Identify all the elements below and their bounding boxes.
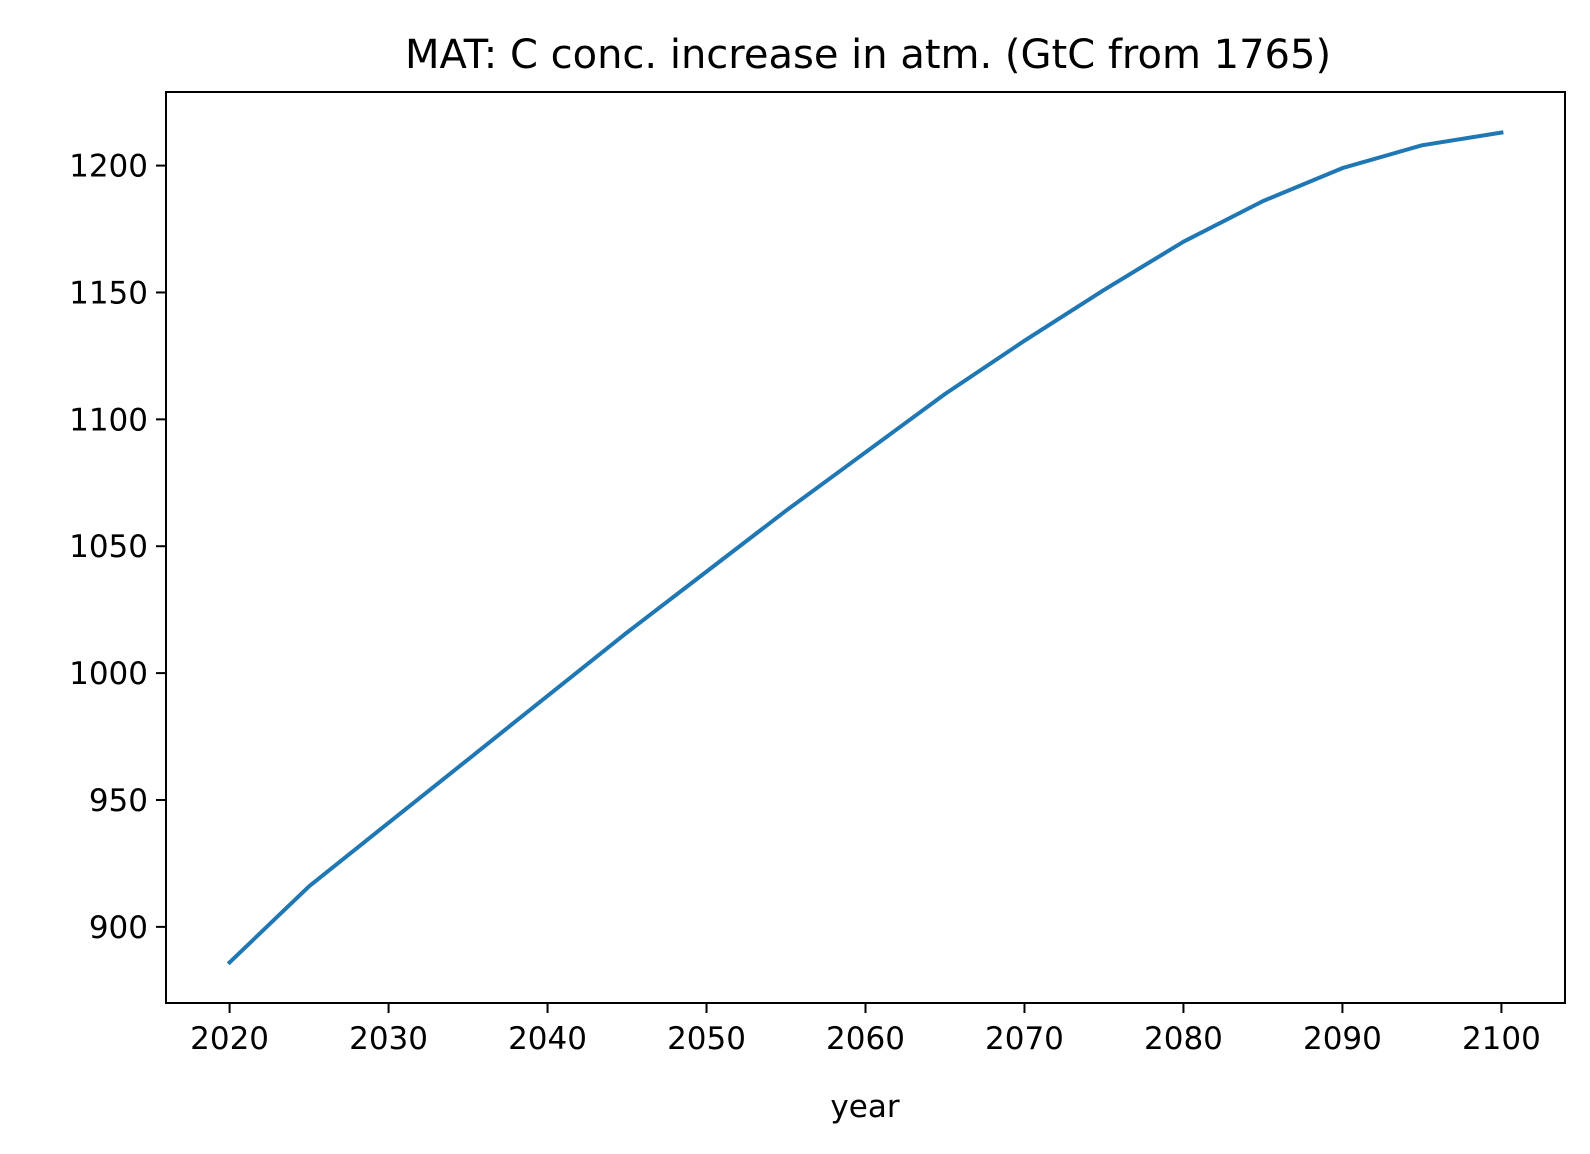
x-tick-label: 2050 [667, 1021, 746, 1057]
y-tick-label: 900 [89, 910, 148, 946]
axes-frame [165, 91, 1566, 1004]
y-axis: 900 950 1000 1050 1100 1150 1200 [69, 149, 166, 946]
chart-title: MAT: C conc. increase in atm. (GtC from … [405, 32, 1331, 78]
x-tick-label: 2070 [985, 1021, 1064, 1057]
x-tick-label: 2030 [349, 1021, 428, 1057]
y-tick-label: 1000 [69, 656, 148, 692]
y-tick-label: 1200 [69, 149, 148, 185]
x-tick-label: 2020 [190, 1021, 269, 1057]
x-tick-label: 2100 [1462, 1021, 1541, 1057]
x-tick-label: 2040 [508, 1021, 587, 1057]
series-line-0 [226, 130, 1504, 966]
x-axis-label: year [830, 1089, 899, 1125]
x-axis: 2020 2030 2040 2050 2060 2070 2080 2090 2100 [190, 1003, 1541, 1057]
x-tick-label: 2080 [1144, 1021, 1223, 1057]
x-tick-label: 2090 [1303, 1021, 1382, 1057]
series-layer [226, 130, 1504, 966]
y-tick-label: 1100 [69, 402, 148, 438]
y-tick-label: 950 [89, 783, 148, 819]
y-tick-label: 1150 [69, 275, 148, 311]
x-tick-label: 2060 [826, 1021, 905, 1057]
y-tick-label: 1050 [69, 529, 148, 565]
